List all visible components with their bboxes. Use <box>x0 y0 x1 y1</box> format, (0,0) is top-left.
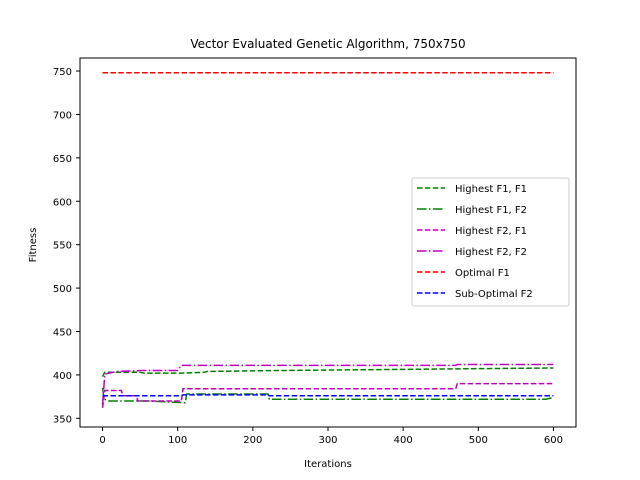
series-line-0 <box>101 367 554 377</box>
y-tick-label-450: 450 <box>53 327 72 338</box>
plot-frame <box>79 57 577 428</box>
chart-title: Vector Evaluated Genetic Algorithm, 750x… <box>190 37 465 51</box>
y-tick-label-400: 400 <box>53 371 72 382</box>
legend-label-2: Highest F2, F1 <box>455 226 527 237</box>
y-tick-label-550: 550 <box>53 241 72 252</box>
series-line-1 <box>101 387 554 404</box>
y-tick-label-750: 750 <box>53 67 72 78</box>
legend-label-5: Sub-Optimal F2 <box>455 289 533 300</box>
x-tick-label-100: 100 <box>168 435 187 446</box>
y-tick-label-650: 650 <box>53 154 72 165</box>
series-line-3 <box>101 363 554 406</box>
x-tick-label-200: 200 <box>243 435 262 446</box>
y-tick-label-600: 600 <box>53 197 72 208</box>
series-line-5 <box>102 394 554 397</box>
y-axis: 350 400 450 500 550 600 650 700 750 <box>53 67 80 425</box>
legend-label-3: Highest F2, F2 <box>455 247 527 258</box>
legend: Highest F1, F1 Highest F1, F2 Highest F2, … <box>411 177 570 307</box>
y-tick-label-500: 500 <box>53 284 72 295</box>
x-tick-label-400: 400 <box>394 435 413 446</box>
series-group <box>101 72 554 408</box>
legend-label-4: Optimal F1 <box>455 268 510 279</box>
series-line-2 <box>101 382 554 408</box>
x-axis-label: Iterations <box>304 459 352 470</box>
x-tick-label-0: 0 <box>99 435 105 446</box>
y-tick-label-700: 700 <box>53 110 72 121</box>
x-tick-label-300: 300 <box>318 435 337 446</box>
x-tick-label-600: 600 <box>544 435 563 446</box>
y-tick-label-350: 350 <box>53 414 72 425</box>
x-axis: 0 100 200 300 400 500 600 <box>99 427 563 446</box>
y-axis-label: Fitness <box>28 228 39 263</box>
legend-label-1: Highest F1, F2 <box>455 205 527 216</box>
legend-label-0: Highest F1, F1 <box>455 184 527 195</box>
legend-box <box>411 177 570 307</box>
x-tick-label-500: 500 <box>469 435 488 446</box>
